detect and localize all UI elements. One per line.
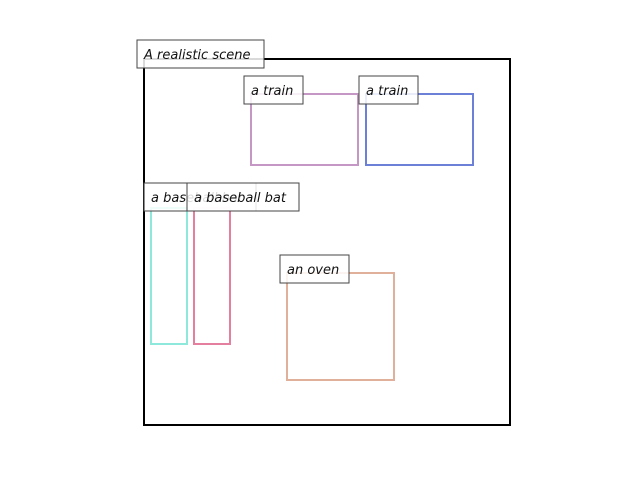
oven-label-text: an oven — [287, 263, 339, 278]
scene-title-label: A realistic scene — [136, 39, 265, 69]
train-box-1 — [250, 93, 359, 166]
train-label-1-text: a train — [251, 84, 293, 99]
train-label-2: a train — [358, 75, 419, 105]
scene-frame — [143, 58, 511, 426]
baseball-bat-label-2: a baseball bat — [186, 182, 300, 212]
train-label-1: a train — [243, 75, 304, 105]
train-box-2 — [365, 93, 474, 166]
baseball-bat-label-2-text: a baseball bat — [194, 191, 287, 206]
oven-box — [286, 272, 395, 381]
oven-label: an oven — [279, 254, 350, 284]
baseball-bat-box-1 — [150, 207, 188, 345]
train-label-2-text: a train — [366, 84, 408, 99]
baseball-bat-box-2 — [193, 207, 231, 345]
scene-title-text: A realistic scene — [143, 48, 250, 63]
